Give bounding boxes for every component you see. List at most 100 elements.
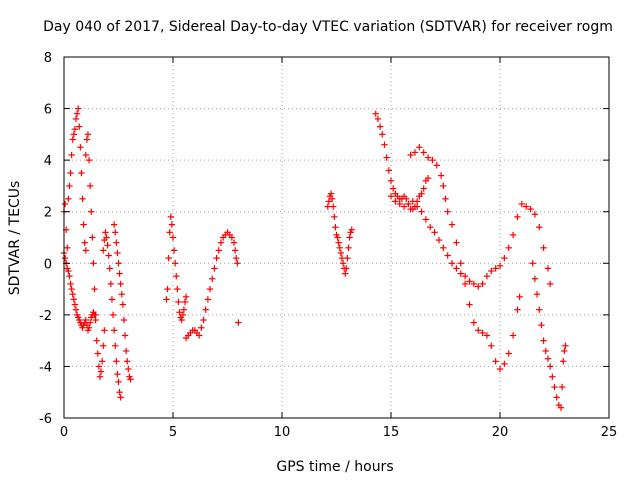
data-point — [381, 141, 388, 148]
data-point — [553, 394, 560, 401]
series-trace-f — [163, 213, 190, 324]
y-tick-label: 6 — [44, 103, 52, 118]
data-point — [170, 247, 178, 254]
series-trace-d — [100, 229, 124, 401]
data-point — [424, 174, 432, 182]
data-point — [387, 193, 395, 200]
data-point — [72, 115, 80, 123]
data-point — [331, 213, 338, 221]
data-point — [65, 195, 72, 203]
series-trace-a — [60, 105, 89, 254]
data-point — [117, 394, 124, 401]
data-point — [100, 342, 107, 349]
data-point — [546, 363, 554, 370]
data-point — [118, 291, 125, 298]
data-point — [86, 319, 94, 326]
data-point — [448, 260, 456, 267]
data-point — [385, 167, 393, 174]
data-point — [437, 172, 445, 179]
data-point — [80, 221, 87, 228]
data-point — [374, 115, 382, 123]
data-point — [400, 203, 408, 210]
data-point — [115, 260, 122, 267]
data-point — [68, 285, 75, 293]
data-point — [198, 324, 205, 331]
data-point — [166, 229, 173, 236]
data-point — [107, 280, 115, 288]
data-point — [334, 234, 341, 241]
x-tick-label: 5 — [169, 425, 177, 440]
data-point — [117, 280, 124, 288]
data-point — [202, 306, 209, 313]
data-point — [527, 205, 534, 213]
data-point — [68, 151, 75, 159]
data-point — [90, 260, 97, 267]
data-point — [345, 244, 352, 252]
data-point — [514, 306, 521, 313]
data-point — [470, 319, 478, 326]
data-point — [79, 195, 86, 203]
data-point — [440, 244, 447, 252]
data-point — [181, 298, 189, 306]
series-trace-e — [110, 221, 134, 383]
data-point — [396, 200, 403, 208]
data-point — [540, 244, 547, 252]
data-point — [431, 229, 438, 236]
data-point — [112, 342, 119, 349]
data-point — [108, 296, 116, 303]
data-point — [483, 272, 491, 280]
data-point — [168, 221, 176, 228]
data-point — [516, 293, 523, 301]
data-point — [182, 293, 190, 301]
data-point — [167, 213, 175, 221]
data-point — [71, 301, 79, 308]
data-point — [403, 195, 410, 203]
data-point — [346, 234, 353, 241]
data-point — [327, 190, 335, 197]
x-axis-label: GPS time / hours — [276, 459, 393, 475]
data-point — [82, 247, 89, 254]
data-point — [536, 223, 543, 231]
data-point — [231, 247, 239, 254]
data-point — [338, 254, 346, 262]
data-point — [544, 265, 552, 272]
data-point — [488, 267, 495, 275]
x-tick-label: 15 — [383, 425, 400, 440]
data-point — [96, 373, 104, 380]
data-point — [81, 239, 88, 246]
data-point — [89, 234, 96, 241]
data-point — [127, 376, 134, 383]
data-point — [348, 226, 355, 233]
x-tick-label: 0 — [60, 425, 68, 440]
data-point — [492, 265, 499, 272]
data-point — [392, 198, 399, 205]
data-point — [522, 203, 530, 210]
y-tick-label: 0 — [44, 257, 52, 272]
data-point — [164, 285, 171, 293]
data-point — [496, 365, 504, 373]
y-tick-label: 8 — [44, 51, 52, 66]
data-point — [70, 296, 78, 303]
data-point — [171, 260, 179, 267]
data-point — [533, 291, 541, 298]
data-point — [235, 319, 242, 326]
data-point — [505, 350, 512, 357]
data-point — [330, 203, 337, 210]
data-points — [60, 105, 569, 411]
data-point — [457, 270, 464, 277]
data-point — [435, 236, 443, 244]
data-point — [66, 272, 73, 280]
data-point — [92, 311, 99, 319]
data-point — [84, 131, 92, 138]
data-point — [344, 254, 351, 262]
data-point — [110, 327, 118, 334]
series-trace-g — [182, 229, 242, 342]
data-point — [444, 252, 451, 259]
data-point — [389, 185, 397, 192]
chart-title: Day 040 of 2017, Sidereal Day-to-day VTE… — [43, 19, 613, 35]
data-point — [94, 350, 101, 357]
data-point — [540, 337, 547, 344]
data-point — [409, 198, 416, 205]
data-point — [549, 373, 556, 380]
data-point — [71, 126, 79, 133]
